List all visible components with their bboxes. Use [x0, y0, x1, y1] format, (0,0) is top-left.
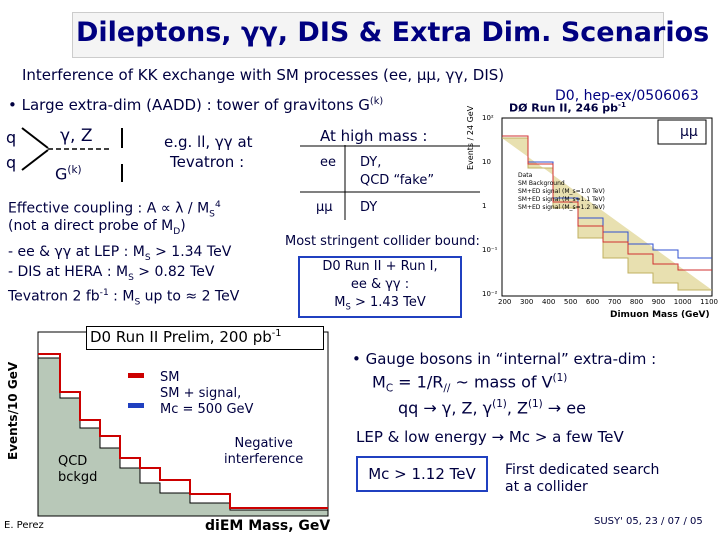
x-tick-label: 700: [607, 298, 622, 306]
table-header: At high mass :: [320, 127, 428, 145]
legend-entry: SM+ED signal (M_s=1.2 TeV): [518, 204, 605, 211]
legend: Data SM Background SM+ED signal (M_s=1.0 T…: [518, 172, 605, 212]
x-tick-label: 300: [519, 298, 534, 306]
x-label: Dimuon Mass (GeV): [610, 310, 710, 320]
x-tick-label: 1100: [700, 298, 718, 306]
bullet: • Gauge bosons in “internal” extra-dim :: [352, 350, 657, 368]
x-tick-label: 900: [651, 298, 666, 306]
y-tick-label: 10²: [482, 114, 494, 122]
feynman-diagram: [21, 127, 123, 182]
kk-process: qq → γ, Z, γ(1), Z(1) → ee: [398, 398, 586, 418]
kk-lep: LEP & low energy → Mc > a few TeV: [356, 428, 624, 446]
y-tick-label: 10⁻²: [482, 290, 498, 298]
legend-entry: Data: [518, 172, 533, 179]
legend-entry: SM+ED signal (M_s=1.1 TeV): [518, 196, 605, 203]
quark: q: [6, 153, 17, 172]
footer: SUSY' 05, 23 / 07 / 05: [594, 516, 703, 527]
title: Dileptons, γγ, DIS & Extra Dim. Scenario…: [76, 17, 710, 48]
author: E. Perez: [4, 520, 44, 531]
plot-title: D0 Run II Prelim, 200 pb-1: [90, 328, 282, 346]
plot-title: DØ Run II, 246 pb-1: [509, 100, 626, 115]
cell: ee: [320, 155, 336, 170]
x-tick-label: 500: [563, 298, 578, 306]
kk-mass: MC = 1/R// ~ mass of V(1): [372, 372, 568, 395]
graviton: G(k): [55, 164, 82, 184]
probe: (not a direct probe of MD): [8, 218, 186, 237]
kk-note: First dedicated search at a collider: [505, 462, 660, 495]
x-tick-label: 400: [541, 298, 556, 306]
title-bar: [72, 12, 664, 58]
x-tick-label: 600: [585, 298, 600, 306]
x-tick-label: 200: [498, 298, 512, 306]
table-lines: [300, 145, 480, 220]
quark: q: [6, 128, 17, 147]
cell: μμ: [316, 200, 333, 215]
boson: γ, Z: [60, 126, 93, 146]
bullet: • Large extra-dim (AADD) : tower of grav…: [8, 96, 384, 114]
y-ticks: 10⁻² 10⁻¹ 1 10 10²: [482, 114, 497, 298]
legend-entry: SM+ED signal (M_s=1.0 TeV): [518, 188, 605, 195]
x-ticks: 200 300 400 500 600 700 800 900 1000 1100: [498, 298, 718, 306]
y-tick-label: 1: [482, 202, 487, 210]
x-tick-label: 1000: [673, 298, 692, 306]
y-label: Events/10 GeV: [6, 361, 20, 460]
subtitle: Interference of KK exchange with SM proc…: [22, 66, 505, 84]
y-tick-label: 10⁻¹: [482, 246, 498, 254]
cell: DY,: [360, 155, 382, 170]
x-label: diEM Mass, GeV: [205, 518, 331, 534]
diem-title-box: [86, 326, 324, 350]
bound-label: Most stringent collider bound:: [285, 234, 480, 249]
bound-box: D0 Run II + Run I, ee & γγ : MS > 1.43 Te…: [298, 256, 462, 318]
legend-entry: SM Background: [518, 180, 565, 187]
cell: DY: [360, 200, 378, 215]
x-tick-label: 800: [629, 298, 644, 306]
example: e.g. ll, γγ at: [164, 133, 253, 151]
y-tick-label: 10: [482, 158, 491, 166]
annotation: Negative interference: [224, 436, 304, 467]
limit: - ee & γγ at LEP : MS > 1.34 TeV: [8, 244, 232, 263]
cell: QCD “fake”: [360, 173, 435, 188]
example: Tevatron :: [170, 153, 245, 171]
reference: D0, hep-ex/0506063: [555, 88, 699, 104]
qcd-label: QCD bckgd: [58, 454, 98, 485]
limit: Tevatron 2 fb-1 : MS up to ≈ 2 TeV: [8, 288, 240, 308]
coupling: Effective coupling : A ∝ λ / MS4: [8, 200, 221, 220]
kk-limit-box: Mc > 1.12 TeV: [356, 456, 488, 492]
dimuon-plot: [501, 117, 713, 297]
legend: SM SM + signal, Mc = 500 GeV: [160, 370, 254, 417]
y-label: Events / 24 GeV: [466, 105, 475, 170]
channel: μμ: [680, 124, 698, 140]
diem-plot: [37, 331, 329, 517]
limit: - DIS at HERA : MS > 0.82 TeV: [8, 264, 215, 283]
